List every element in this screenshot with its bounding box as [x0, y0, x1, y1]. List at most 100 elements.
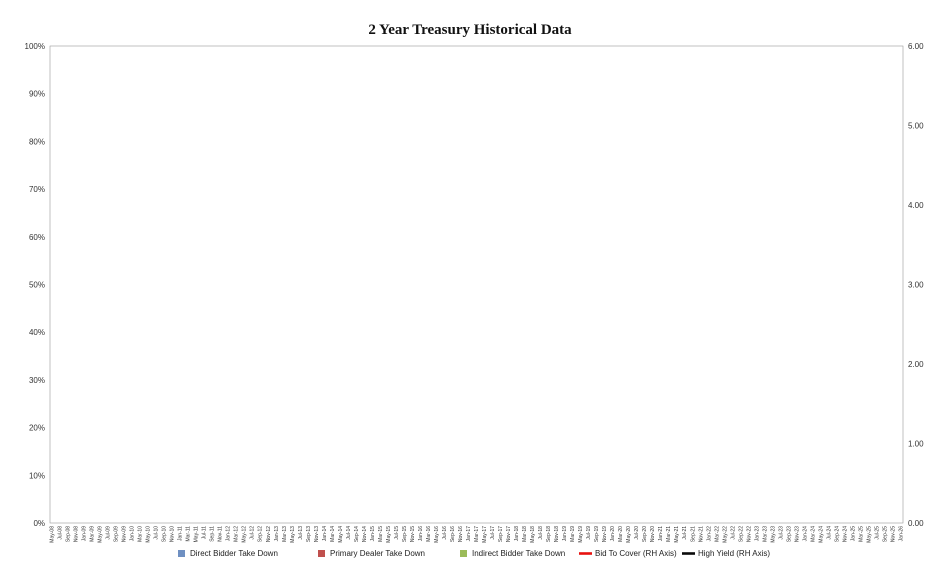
x-tick-label: Jul-14	[346, 526, 352, 540]
x-tick-label: Jan-18	[514, 526, 520, 542]
x-tick-label: Sep-22	[738, 526, 744, 542]
x-tick-label: May-14	[338, 526, 344, 543]
x-tick-label: Nov-25	[891, 526, 897, 542]
x-tick-label: Jul-10	[154, 526, 160, 540]
x-tick-label: Jan-23	[754, 526, 760, 542]
x-tick-label: May-13	[290, 526, 296, 543]
left-axis-tick-label: 90%	[29, 90, 45, 99]
x-tick-label: Jul-18	[538, 526, 544, 540]
x-tick-label: May-22	[722, 526, 728, 543]
indirect-legend-swatch	[460, 550, 467, 557]
x-tick-label: May-15	[386, 526, 392, 543]
right-axis-tick-label: 2.00	[908, 360, 924, 369]
right-axis-tick-label: 3.00	[908, 281, 924, 290]
x-tick-label: Jul-12	[250, 526, 256, 540]
right-axis-tick-label: 4.00	[908, 201, 924, 210]
x-tick-label: Mar-13	[282, 526, 288, 542]
high_yield-legend-label: High Yield (RH Axis)	[698, 549, 770, 558]
x-tick-label: Jan-16	[418, 526, 424, 542]
x-tick-label: Jan-15	[370, 526, 376, 542]
x-tick-label: May-11	[194, 526, 200, 543]
x-tick-label: May-10	[146, 526, 152, 543]
x-tick-label: Jan-26	[899, 526, 905, 542]
x-tick-label: Mar-10	[138, 526, 144, 542]
x-tick-label: Jan-10	[130, 526, 136, 542]
x-tick-label: Jul-19	[586, 526, 592, 540]
x-tick-label: Sep-16	[450, 526, 456, 542]
x-tick-label: Nov-24	[842, 526, 848, 542]
x-tick-label: Nov-23	[794, 526, 800, 542]
left-axis-tick-label: 30%	[29, 376, 45, 385]
x-tick-label: Sep-08	[66, 526, 72, 542]
direct-legend-swatch	[178, 550, 185, 557]
right-axis-tick-label: 1.00	[908, 440, 924, 449]
x-tick-label: Mar-17	[474, 526, 480, 542]
x-tick-label: Jan-12	[226, 526, 232, 542]
left-axis-tick-label: 40%	[29, 328, 45, 337]
x-tick-label: Nov-17	[506, 526, 512, 542]
x-tick-label: Jan-11	[178, 526, 184, 541]
x-tick-label: Sep-09	[114, 526, 120, 542]
left-axis-tick-label: 10%	[29, 471, 45, 480]
right-axis-tick-label: 6.00	[908, 42, 924, 51]
x-tick-label: Mar-22	[714, 526, 720, 542]
x-tick-label: Mar-19	[570, 526, 576, 542]
x-tick-label: Mar-15	[378, 526, 384, 542]
x-tick-label: Jan-17	[466, 526, 472, 542]
x-tick-label: May-12	[242, 526, 248, 543]
x-tick-label: Sep-10	[162, 526, 168, 542]
x-tick-label: Sep-20	[642, 526, 648, 542]
x-tick-label: Nov-11	[218, 526, 224, 542]
x-tick-label: Mar-12	[234, 526, 240, 542]
x-tick-label: Jan-25	[850, 526, 856, 542]
x-tick-label: Sep-24	[834, 526, 840, 542]
x-tick-label: Jul-08	[58, 526, 64, 540]
x-tick-label: Jan-20	[610, 526, 616, 542]
x-tick-label: May-18	[530, 526, 536, 543]
direct-legend-label: Direct Bidder Take Down	[190, 549, 278, 558]
x-tick-label: Nov-18	[554, 526, 560, 542]
primary-legend-label: Primary Dealer Take Down	[330, 549, 425, 558]
left-axis-tick-label: 100%	[25, 42, 45, 51]
left-axis-tick-label: 60%	[29, 233, 45, 242]
x-tick-label: Mar-16	[426, 526, 432, 542]
x-tick-label: Nov-20	[650, 526, 656, 542]
right-axis-tick-label: 5.00	[908, 122, 924, 131]
x-tick-label: May-16	[434, 526, 440, 543]
x-tick-label: Jul-15	[394, 526, 400, 540]
x-tick-label: May-24	[818, 526, 824, 543]
x-tick-label: Nov-13	[314, 526, 320, 542]
x-tick-label: Sep-25	[883, 526, 889, 542]
x-tick-label: May-25	[867, 526, 873, 543]
x-tick-label: Nov-22	[746, 526, 752, 542]
x-tick-label: Jul-11	[202, 526, 208, 539]
x-tick-label: Jan-19	[562, 526, 568, 542]
plot-area	[49, 45, 904, 524]
x-tick-label: Mar-24	[810, 526, 816, 542]
x-tick-label: Nov-12	[266, 526, 272, 542]
indirect-legend-label: Indirect Bidder Take Down	[472, 549, 565, 558]
left-axis-tick-label: 0%	[33, 519, 45, 528]
x-tick-label: Nov-19	[602, 526, 608, 542]
x-tick-label: Sep-14	[354, 526, 360, 542]
x-tick-label: Nov-21	[698, 526, 704, 542]
left-axis-tick-label: 80%	[29, 137, 45, 146]
x-tick-label: Mar-14	[330, 526, 336, 542]
legend: Direct Bidder Take Down Primary Dealer Ta…	[178, 549, 770, 558]
x-tick-label: Jul-24	[826, 526, 832, 540]
x-tick-label: Sep-17	[498, 526, 504, 542]
x-tick-label: Jan-09	[82, 526, 88, 542]
x-tick-label: Mar-21	[666, 526, 672, 542]
x-tick-label: Nov-08	[74, 526, 80, 542]
x-tick-label: Jul-23	[778, 526, 784, 540]
x-tick-label: Jul-25	[875, 526, 881, 540]
x-tick-label: Mar-11	[186, 526, 192, 542]
x-tick-label: Nov-16	[458, 526, 464, 542]
left-axis-tick-label: 70%	[29, 185, 45, 194]
x-tick-label: Mar-20	[618, 526, 624, 542]
x-tick-label: Sep-19	[594, 526, 600, 542]
x-tick-label: May-08	[50, 526, 56, 543]
x-tick-label: Nov-09	[122, 526, 128, 542]
bid_to_cover-legend-label: Bid To Cover (RH Axis)	[595, 549, 677, 558]
